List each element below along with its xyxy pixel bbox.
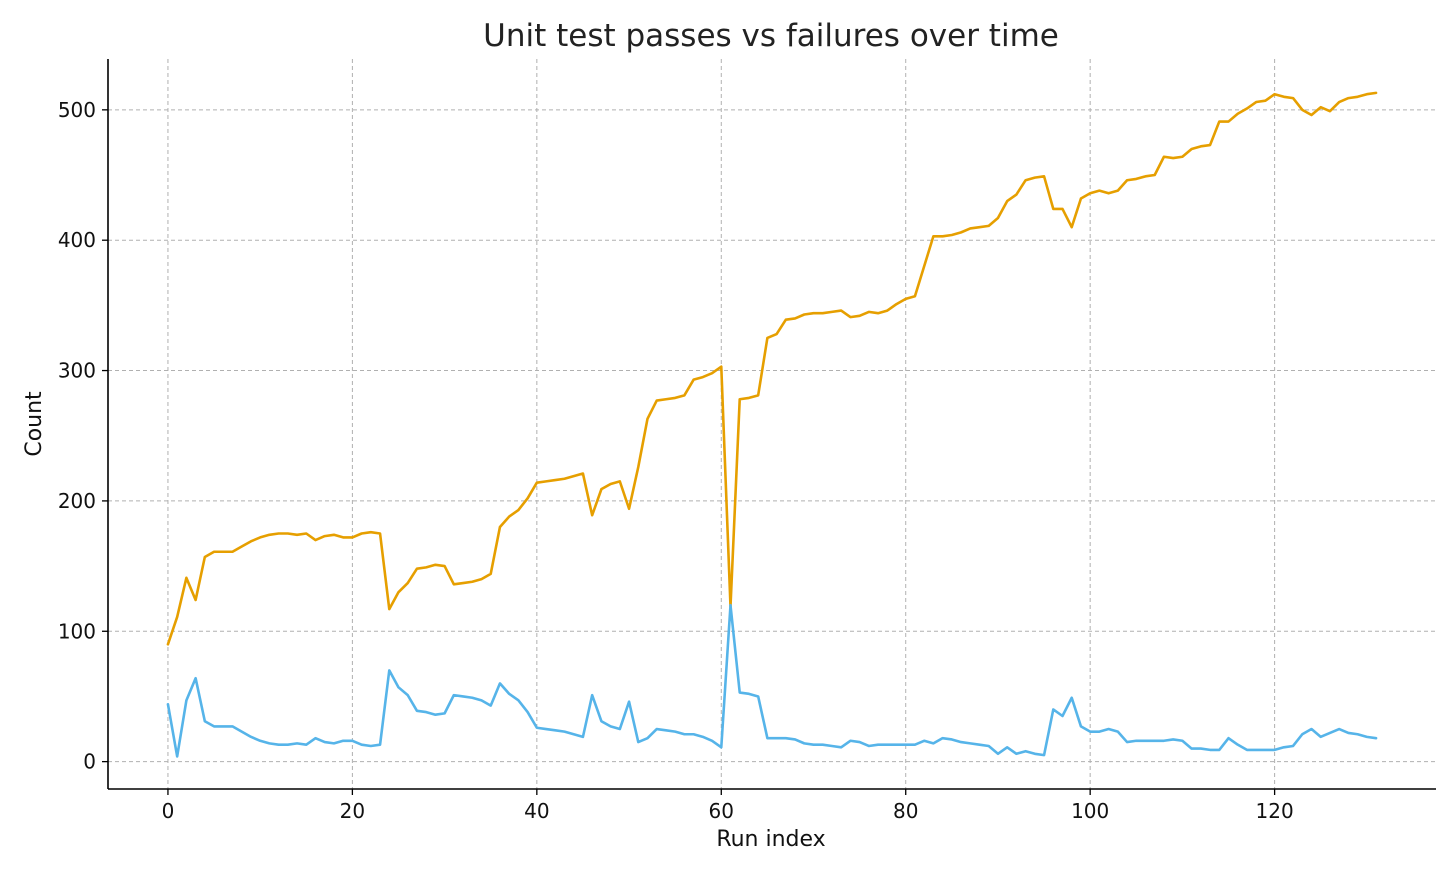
x-tick-label: 80: [893, 799, 918, 823]
series-line-failures: [166, 603, 1378, 758]
x-tick-label: 40: [524, 799, 549, 823]
x-axis-label: Run index: [716, 827, 825, 852]
x-tick-label: 120: [1256, 799, 1294, 823]
y-tick-label: 300: [58, 359, 96, 383]
x-tick-label: 20: [340, 799, 365, 823]
y-tick-label: 100: [58, 619, 96, 643]
chart-title: Unit test passes vs failures over time: [483, 18, 1059, 54]
series-group: [166, 91, 1378, 758]
y-tick-label: 0: [83, 750, 96, 774]
x-tick-label: 60: [709, 799, 734, 823]
x-tick-label: 100: [1071, 799, 1109, 823]
grid-lines: [108, 59, 1436, 789]
y-tick-label: 200: [58, 489, 96, 513]
x-tick-label: 0: [162, 799, 175, 823]
y-axis-ticks: 0 100 200 300 400 500: [58, 98, 108, 774]
x-axis-ticks: 0 20 40 60 80 100 120: [162, 789, 1294, 823]
y-tick-label: 400: [58, 228, 96, 252]
series-line-passes: [166, 91, 1378, 646]
y-tick-label: 500: [58, 98, 96, 122]
y-axis-label: Count: [22, 391, 47, 457]
